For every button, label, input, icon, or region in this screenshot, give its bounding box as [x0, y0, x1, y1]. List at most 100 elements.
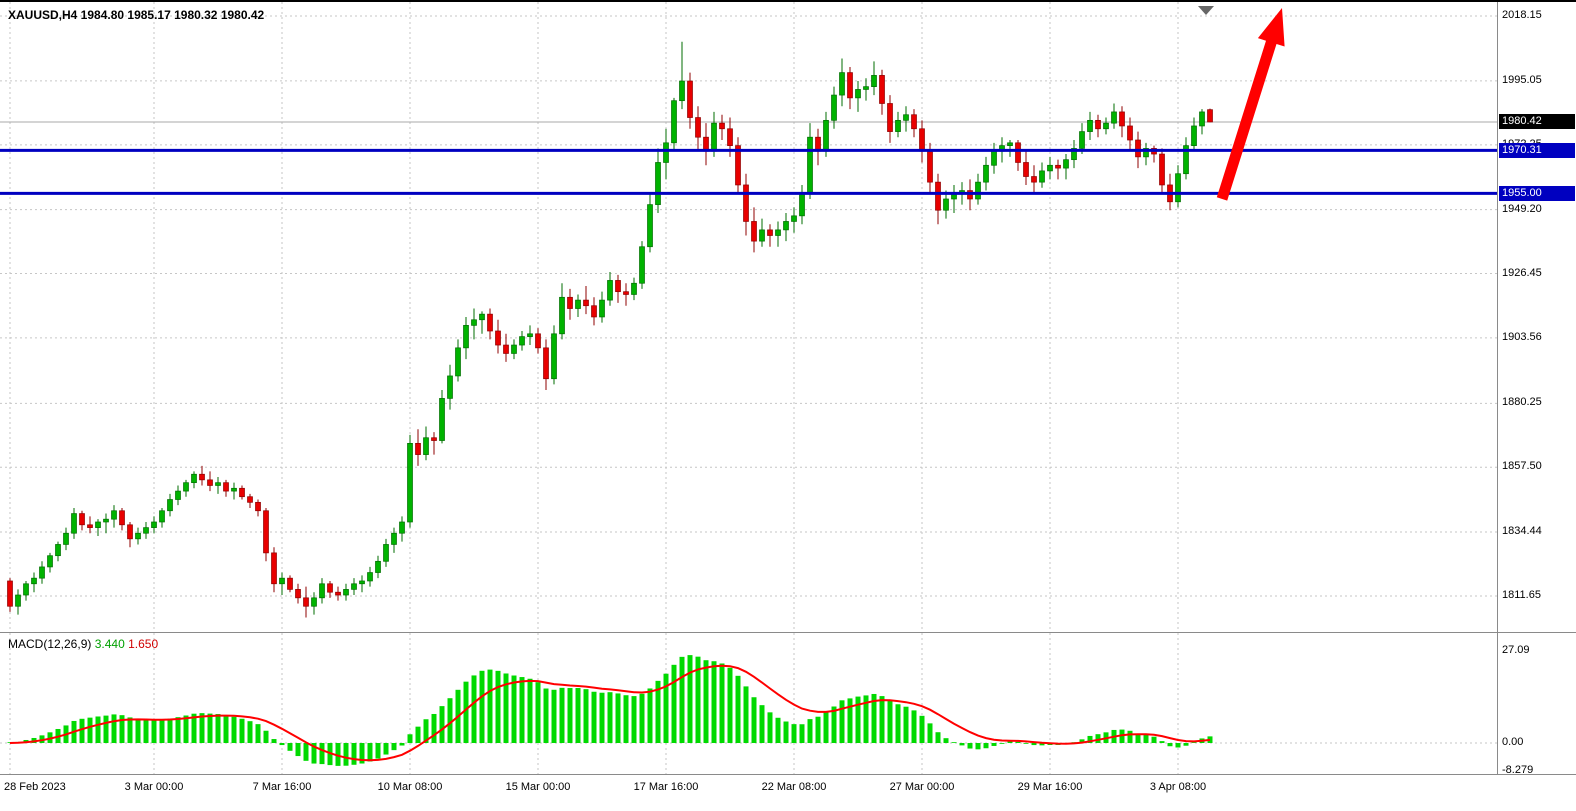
candle[interactable] [47, 552, 53, 573]
candle[interactable] [183, 479, 189, 497]
candle[interactable] [799, 184, 805, 225]
candle[interactable] [1127, 117, 1133, 152]
candle[interactable] [1095, 114, 1101, 138]
candle[interactable] [167, 493, 173, 517]
candle[interactable] [543, 339, 549, 390]
candle[interactable] [1023, 151, 1029, 185]
candle[interactable] [151, 516, 157, 534]
candle[interactable] [1199, 109, 1205, 135]
candle[interactable] [655, 148, 661, 214]
candle[interactable] [751, 207, 757, 253]
price-badge-sr-2[interactable]: 1955.00 [1499, 185, 1575, 201]
candle[interactable] [391, 527, 397, 553]
candle[interactable] [31, 572, 37, 593]
candle[interactable] [295, 583, 301, 604]
candle[interactable] [103, 513, 109, 534]
candle[interactable] [383, 538, 389, 567]
candle[interactable] [1207, 108, 1213, 123]
candle[interactable] [759, 218, 765, 247]
candle[interactable] [311, 592, 317, 615]
candle[interactable] [935, 173, 941, 225]
candle[interactable] [607, 272, 613, 306]
candle[interactable] [55, 541, 61, 562]
candle[interactable] [447, 364, 453, 410]
candle[interactable] [639, 241, 645, 289]
candle[interactable] [479, 311, 485, 334]
candle[interactable] [839, 58, 845, 107]
candle[interactable] [1103, 117, 1109, 135]
candle[interactable] [775, 221, 781, 247]
candle[interactable] [887, 95, 893, 143]
candle[interactable] [191, 471, 197, 489]
candle[interactable] [7, 578, 13, 612]
chart-shift-marker[interactable] [1198, 6, 1214, 15]
candle[interactable] [487, 308, 493, 340]
macd-axis[interactable]: 27.09 0.00 -8.279 [1498, 633, 1576, 776]
candle[interactable] [15, 589, 21, 615]
candle[interactable] [807, 123, 813, 199]
candle[interactable] [991, 142, 997, 174]
candle[interactable] [1119, 106, 1125, 138]
candle[interactable] [407, 434, 413, 528]
candle[interactable] [663, 128, 669, 180]
candle[interactable] [831, 86, 837, 129]
candle[interactable] [495, 319, 501, 354]
candle[interactable] [223, 479, 229, 497]
macd-indicator-pane[interactable] [0, 633, 1497, 774]
candle[interactable] [175, 485, 181, 506]
candle[interactable] [1143, 142, 1149, 166]
candle[interactable] [455, 339, 461, 382]
candle[interactable] [879, 69, 885, 115]
candle[interactable] [975, 173, 981, 205]
candle[interactable] [615, 274, 621, 303]
candle[interactable] [303, 586, 309, 618]
candle[interactable] [79, 510, 85, 531]
candle[interactable] [327, 580, 333, 598]
candle[interactable] [743, 173, 749, 236]
time-axis[interactable]: 28 Feb 2023 3 Mar 00:00 7 Mar 16:00 10 Mar … [0, 775, 1576, 811]
candle[interactable] [551, 325, 557, 385]
candle[interactable] [1055, 159, 1061, 180]
price-badge-sr-1[interactable]: 1970.31 [1499, 142, 1575, 158]
candle[interactable] [1063, 154, 1069, 180]
candle[interactable] [263, 507, 269, 562]
candle[interactable] [647, 193, 653, 253]
candle[interactable] [87, 516, 93, 534]
main-price-pane[interactable] [0, 2, 1497, 632]
candle[interactable] [591, 297, 597, 326]
candle[interactable] [271, 547, 277, 593]
candle[interactable] [911, 109, 917, 138]
candle[interactable] [511, 339, 517, 360]
candle[interactable] [791, 207, 797, 233]
candle[interactable] [871, 61, 877, 96]
candle[interactable] [95, 519, 101, 537]
candle[interactable] [343, 583, 349, 601]
candle[interactable] [319, 578, 325, 604]
candle[interactable] [983, 156, 989, 191]
candle[interactable] [519, 330, 525, 351]
candle[interactable] [719, 114, 725, 141]
candle[interactable] [815, 128, 821, 166]
candle[interactable] [527, 325, 533, 346]
candle[interactable] [375, 555, 381, 579]
candle[interactable] [1039, 162, 1045, 188]
candle[interactable] [431, 432, 437, 455]
price-badge-current[interactable]: 1980.42 [1499, 114, 1575, 130]
candle[interactable] [415, 429, 421, 466]
candle[interactable] [783, 213, 789, 242]
candle[interactable] [215, 477, 221, 494]
candle[interactable] [1191, 117, 1197, 152]
candle[interactable] [679, 41, 685, 110]
candle[interactable] [863, 78, 869, 101]
candle[interactable] [847, 66, 853, 110]
candle[interactable] [855, 81, 861, 112]
candle[interactable] [951, 184, 957, 214]
candle[interactable] [39, 561, 45, 584]
candle[interactable] [359, 575, 365, 593]
candle[interactable] [1159, 148, 1165, 194]
candle[interactable] [943, 190, 949, 219]
trend-arrow[interactable] [1216, 8, 1285, 201]
candle[interactable] [207, 471, 213, 492]
candle[interactable] [903, 106, 909, 132]
candle[interactable] [1015, 140, 1021, 171]
